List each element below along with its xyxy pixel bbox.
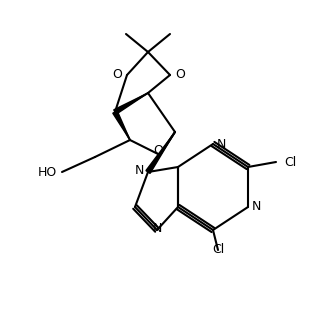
Text: O: O: [175, 69, 185, 82]
Text: Cl: Cl: [284, 155, 296, 169]
Text: N: N: [135, 163, 144, 177]
Polygon shape: [146, 132, 175, 173]
Text: N: N: [252, 201, 261, 214]
Text: N: N: [217, 138, 226, 150]
Text: O: O: [112, 69, 122, 82]
Text: Cl: Cl: [212, 243, 224, 256]
Text: N: N: [152, 222, 162, 235]
Polygon shape: [114, 93, 148, 114]
Polygon shape: [113, 111, 130, 140]
Text: O: O: [153, 144, 163, 157]
Text: HO: HO: [38, 166, 57, 179]
